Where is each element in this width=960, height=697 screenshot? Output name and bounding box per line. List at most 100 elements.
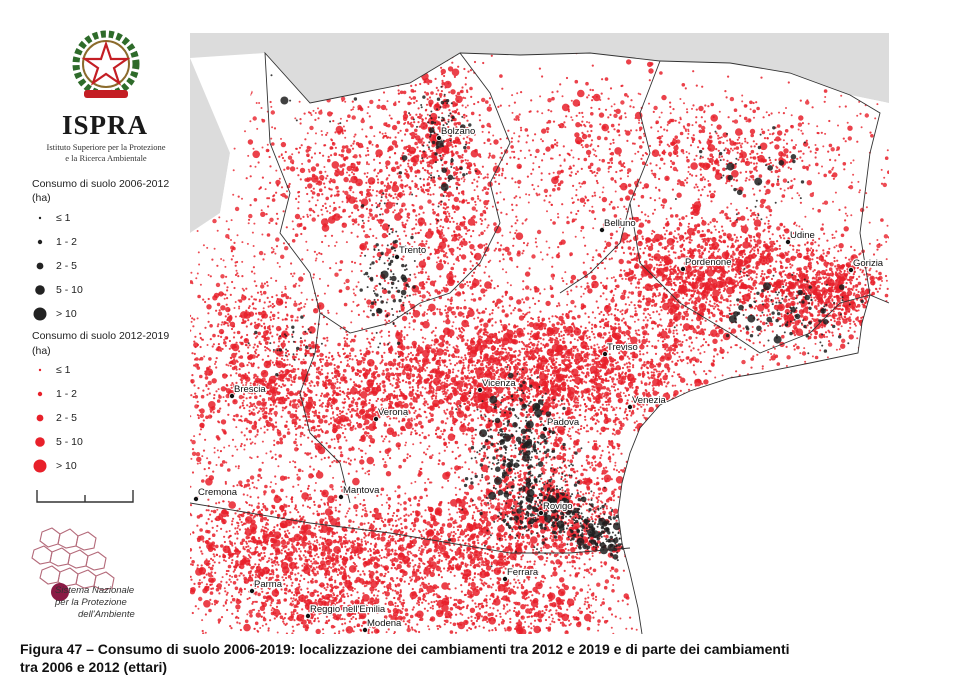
change-dot-2012-2019 xyxy=(354,427,357,430)
change-dot-2012-2019 xyxy=(759,314,762,317)
change-dot-2012-2019 xyxy=(701,230,704,233)
change-dot-2012-2019 xyxy=(620,294,626,300)
change-dot-2012-2019 xyxy=(518,340,521,344)
change-dot-2012-2019 xyxy=(514,356,517,359)
change-dot-2012-2019 xyxy=(494,304,498,308)
change-dot-2012-2019 xyxy=(673,305,677,310)
change-dot-2012-2019 xyxy=(849,260,852,263)
change-dot-2012-2019 xyxy=(671,375,674,378)
change-dot-2012-2019 xyxy=(260,369,269,378)
change-dot-2012-2019 xyxy=(821,290,828,296)
change-dot-2012-2019 xyxy=(576,339,579,342)
change-dot-2012-2019 xyxy=(690,211,694,215)
change-dot-2012-2019 xyxy=(731,256,734,259)
legend-label-group1-2: 1 - 2 xyxy=(56,236,78,248)
change-dot-2012-2019 xyxy=(599,432,602,435)
change-dot-2012-2019 xyxy=(791,321,795,325)
change-dot-2012-2019 xyxy=(810,241,814,246)
change-dot-2012-2019 xyxy=(487,363,490,366)
change-dot-2012-2019 xyxy=(776,362,781,366)
change-dot-2012-2019 xyxy=(722,281,725,284)
change-dot-2012-2019 xyxy=(713,348,717,352)
change-dot-2012-2019 xyxy=(732,289,735,292)
change-dot-2012-2019 xyxy=(816,256,819,259)
change-dot-2012-2019 xyxy=(295,410,298,413)
change-dot-2012-2019 xyxy=(517,386,520,389)
change-dot-2012-2019 xyxy=(612,419,617,424)
change-dot-2012-2019 xyxy=(540,357,548,365)
change-dot-2012-2019 xyxy=(426,403,429,406)
change-dot-2012-2019 xyxy=(248,409,251,412)
change-dot-2012-2019 xyxy=(810,326,813,329)
change-dot-2012-2019 xyxy=(722,232,727,237)
change-dot-2012-2019 xyxy=(589,407,593,412)
change-dot-2012-2019 xyxy=(672,348,677,352)
change-dot-2012-2019 xyxy=(467,369,470,372)
change-dot-2012-2019 xyxy=(737,282,740,285)
change-dot-2012-2019 xyxy=(513,334,518,339)
change-dot-2012-2019 xyxy=(549,373,553,376)
change-dot-2012-2019 xyxy=(634,307,637,310)
change-dot-2012-2019 xyxy=(584,402,587,406)
change-dot-2012-2019 xyxy=(614,287,617,291)
change-dot-2012-2019 xyxy=(673,353,676,356)
change-dot-2012-2019 xyxy=(460,326,463,329)
change-dot-2012-2019 xyxy=(627,368,631,373)
change-dot-2012-2019 xyxy=(788,322,792,325)
change-dot-2012-2019 xyxy=(696,278,699,281)
change-dot-2012-2019 xyxy=(430,377,433,380)
change-dot-2012-2019 xyxy=(574,401,577,404)
change-dot-2012-2019 xyxy=(557,302,560,305)
change-dot-2012-2019 xyxy=(828,247,831,250)
change-dot-2012-2019 xyxy=(643,332,646,335)
change-dot-2012-2019 xyxy=(821,282,824,285)
change-dot-2012-2019 xyxy=(554,339,560,346)
change-dot-2012-2019 xyxy=(798,286,801,289)
change-dot-2012-2019 xyxy=(298,418,301,421)
change-dot-2012-2019 xyxy=(685,310,689,313)
change-dot-2012-2019 xyxy=(738,259,744,265)
change-dot-2012-2019 xyxy=(599,370,602,373)
snpa-text-line3: dell'Ambiente xyxy=(78,609,135,620)
change-dot-2012-2019 xyxy=(439,356,442,360)
change-dot-2012-2019 xyxy=(742,327,745,330)
change-dot-2012-2019 xyxy=(488,374,491,377)
change-dot-2012-2019 xyxy=(845,307,851,313)
change-dot-2012-2019 xyxy=(640,277,643,281)
change-dot-2012-2019 xyxy=(426,308,430,311)
change-dot-2012-2019 xyxy=(621,330,626,335)
change-dot-2012-2019 xyxy=(844,206,847,209)
change-dot-2012-2019 xyxy=(730,328,737,334)
change-dot-2012-2019 xyxy=(603,304,612,313)
change-dot-2012-2019 xyxy=(659,318,662,321)
change-dot-2012-2019 xyxy=(586,424,589,427)
change-dot-2012-2019 xyxy=(408,312,412,315)
change-dot-2012-2019 xyxy=(671,360,674,363)
change-dot-2012-2019 xyxy=(669,321,672,324)
change-dot-2012-2019 xyxy=(794,343,797,346)
change-dot-2012-2019 xyxy=(726,300,729,303)
change-dot-2012-2019 xyxy=(563,358,567,362)
change-dot-2012-2019 xyxy=(566,379,569,382)
change-dot-2012-2019 xyxy=(623,411,626,414)
change-dot-2012-2019 xyxy=(216,409,221,414)
change-dot-2012-2019 xyxy=(804,306,807,309)
change-dot-2012-2019 xyxy=(462,399,465,402)
change-dot-2012-2019 xyxy=(644,316,647,319)
change-dot-2012-2019 xyxy=(715,320,718,323)
change-dot-2012-2019 xyxy=(375,351,380,355)
change-dot-2012-2019 xyxy=(803,317,807,320)
change-dot-2012-2019 xyxy=(668,325,671,328)
change-dot-2012-2019 xyxy=(705,372,708,376)
change-dot-2012-2019 xyxy=(831,233,834,236)
change-dot-2012-2019 xyxy=(702,237,707,242)
change-dot-2012-2019 xyxy=(683,334,686,337)
change-dot-2012-2019 xyxy=(767,275,770,278)
outside-area-north xyxy=(190,33,889,103)
change-dot-2012-2019 xyxy=(618,258,624,265)
change-dot-2012-2019 xyxy=(482,331,485,334)
change-dot-2012-2019 xyxy=(810,333,813,336)
change-dot-2012-2019 xyxy=(545,333,548,336)
change-dot-2012-2019 xyxy=(813,305,818,309)
change-dot-2012-2019 xyxy=(797,273,802,278)
